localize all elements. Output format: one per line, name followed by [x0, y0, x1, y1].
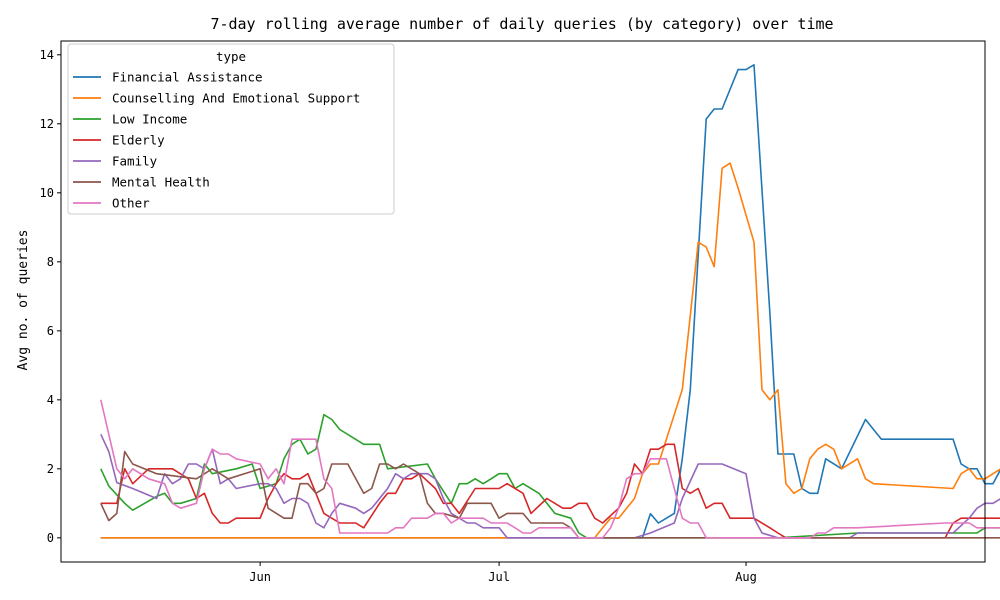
y-tick-label: 4: [47, 393, 54, 407]
plot-frame: [60, 40, 986, 563]
legend: type Financial Assistance Counselling And…: [67, 43, 395, 215]
legend-item-label: Mental Health: [112, 175, 210, 190]
series-line-elderly: [100, 443, 1000, 539]
x-tick-label: Jun: [249, 570, 271, 584]
series-lines: [100, 64, 1000, 539]
y-tick-label: 0: [47, 531, 54, 545]
x-tick-label: Jul: [488, 570, 510, 584]
legend-item-label: Other: [112, 196, 150, 211]
legend-box: [67, 43, 395, 215]
y-tick-label: 8: [47, 255, 54, 269]
y-tick-label: 6: [47, 324, 54, 338]
chart-title: 7-day rolling average number of daily qu…: [210, 15, 833, 33]
series-line-other: [100, 399, 1000, 539]
series-line-counselling-and-emotional-support: [100, 162, 1000, 539]
legend-item-label: Counselling And Emotional Support: [112, 91, 360, 106]
y-axis: 0 2 4 6 8 10 12 14: [40, 48, 61, 545]
series-line-financial-assistance: [100, 64, 1000, 539]
legend-item-label: Family: [112, 154, 158, 169]
y-axis-label: Avg no. of queries: [16, 230, 31, 371]
x-tick-label: Aug: [735, 570, 757, 584]
legend-item-label: Elderly: [112, 133, 165, 148]
legend-title: type: [216, 49, 246, 64]
y-tick-label: 12: [40, 117, 54, 131]
y-tick-label: 14: [40, 48, 54, 62]
series-line-mental-health: [100, 450, 1000, 539]
x-axis: Jun Jul Aug: [249, 562, 757, 584]
y-tick-label: 10: [40, 186, 54, 200]
legend-item-label: Financial Assistance: [112, 70, 263, 85]
legend-item-label: Low Income: [112, 112, 187, 127]
y-tick-label: 2: [47, 462, 54, 476]
